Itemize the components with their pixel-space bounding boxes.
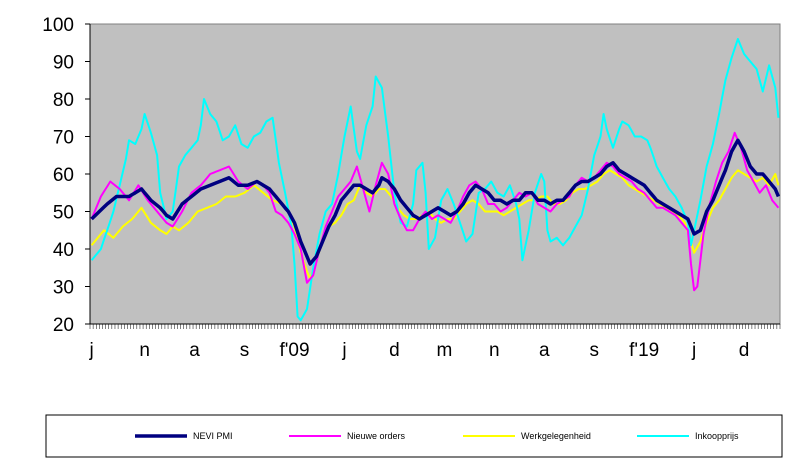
x-tick-label: d bbox=[739, 340, 750, 361]
x-axis: j n a s f'09 j d m n a s f'19 j d bbox=[88, 340, 749, 361]
y-tick-label: 80 bbox=[53, 90, 74, 111]
x-tick-label: f'09 bbox=[279, 340, 309, 361]
y-tick-label: 30 bbox=[53, 278, 74, 299]
legend-label: Inkoopprijs bbox=[695, 431, 739, 441]
x-tick-label: n bbox=[139, 340, 150, 361]
y-tick-label: 60 bbox=[53, 165, 74, 186]
y-tick-label: 40 bbox=[53, 240, 74, 261]
y-tick-label: 50 bbox=[53, 203, 74, 224]
y-tick-label: 20 bbox=[53, 315, 74, 336]
series-line-1 bbox=[90, 138, 781, 266]
series-lines bbox=[90, 38, 781, 322]
y-tick-label: 90 bbox=[53, 53, 74, 74]
x-tick-label: j bbox=[88, 340, 93, 361]
x-tick-label: s bbox=[589, 340, 599, 361]
legend-label: Nieuwe orders bbox=[347, 431, 406, 441]
x-tick-label: a bbox=[189, 340, 200, 361]
x-tick-label: d bbox=[389, 340, 400, 361]
y-axis: 20 30 40 50 60 70 80 90 100 bbox=[42, 15, 91, 336]
x-tick-label: n bbox=[489, 340, 500, 361]
x-tick-label: f'19 bbox=[629, 340, 659, 361]
x-tick-label: m bbox=[436, 340, 452, 361]
x-minor-ticks bbox=[89, 323, 781, 329]
y-tick-label: 70 bbox=[53, 128, 74, 149]
x-tick-label: a bbox=[539, 340, 550, 361]
y-tick-label: 100 bbox=[42, 15, 74, 36]
x-tick-label: j bbox=[691, 340, 696, 361]
plot-area bbox=[89, 23, 781, 325]
series-line-4 bbox=[90, 38, 780, 322]
x-tick-label: s bbox=[240, 340, 250, 361]
series-line-2 bbox=[90, 131, 780, 292]
legend-label: Werkgelegenheid bbox=[521, 431, 591, 441]
x-tick-label: j bbox=[341, 340, 346, 361]
legend-label: NEVI PMI bbox=[193, 431, 233, 441]
legend: NEVI PMI Nieuwe orders Werkgelegenheid Inko… bbox=[45, 414, 783, 458]
